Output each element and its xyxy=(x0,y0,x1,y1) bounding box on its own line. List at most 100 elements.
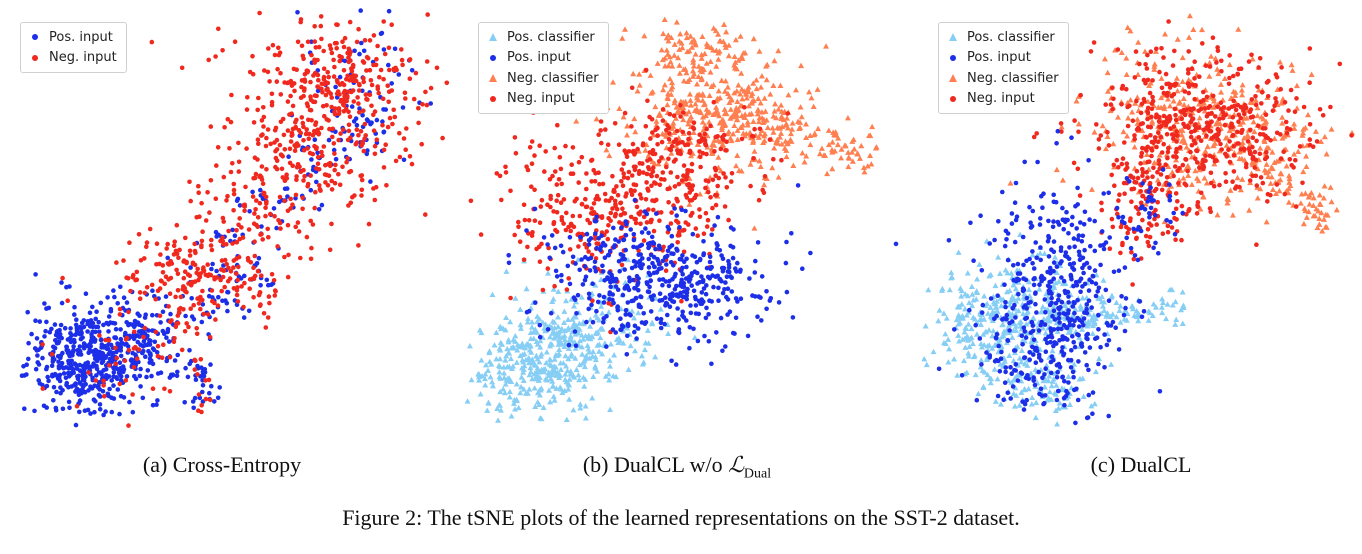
neg-input-point xyxy=(710,205,715,211)
pos-classifier-point xyxy=(991,366,998,372)
pos-input-point xyxy=(381,129,387,135)
neg-classifier-point xyxy=(711,137,718,143)
neg-input-point xyxy=(273,164,278,170)
pos-input-point xyxy=(49,326,54,332)
pos-input-point xyxy=(680,313,685,318)
neg-input-point xyxy=(321,48,327,54)
neg-input-point xyxy=(127,240,132,245)
pos-input-point xyxy=(87,324,93,329)
neg-input-point xyxy=(546,245,551,251)
pos-input-point xyxy=(146,328,151,333)
neg-input-point xyxy=(257,10,262,16)
pos-input-point xyxy=(104,346,110,352)
pos-classifier-point xyxy=(971,352,978,358)
pos-input-point xyxy=(264,277,270,283)
neg-input-point xyxy=(268,141,273,147)
pos-classifier-point xyxy=(552,364,559,370)
neg-input-point xyxy=(231,208,236,213)
neg-input-point xyxy=(106,363,112,368)
neg-input-point xyxy=(200,229,205,234)
neg-classifier-point xyxy=(733,88,740,94)
neg-classifier-point xyxy=(676,38,683,44)
neg-classifier-point xyxy=(763,76,770,83)
pos-input-point xyxy=(724,274,730,280)
neg-classifier-point xyxy=(1327,184,1334,190)
neg-input-point xyxy=(313,122,318,127)
pos-classifier-point xyxy=(496,402,503,408)
pos-classifier-point xyxy=(561,327,568,334)
neg-input-point xyxy=(121,258,126,263)
neg-input-point xyxy=(228,269,234,274)
neg-classifier-point xyxy=(645,152,652,159)
pos-input-point xyxy=(683,276,689,281)
neg-input-point xyxy=(554,229,560,235)
neg-input-point xyxy=(329,50,335,56)
neg-input-point xyxy=(282,177,288,182)
neg-classifier-point xyxy=(1169,169,1176,175)
neg-input-point xyxy=(558,200,564,205)
neg-input-point xyxy=(553,169,558,174)
neg-classifier-point xyxy=(1226,61,1233,68)
pos-input-point xyxy=(277,199,282,205)
pos-classifier-point xyxy=(1018,389,1025,395)
neg-input-point xyxy=(756,197,762,203)
pos-input-point xyxy=(259,224,264,229)
neg-classifier-point xyxy=(713,63,720,69)
pos-classifier-point xyxy=(1016,319,1023,326)
neg-classifier-point xyxy=(1088,186,1095,192)
neg-input-point xyxy=(767,137,773,142)
pos-input-point xyxy=(704,265,710,271)
pos-input-point xyxy=(342,147,347,152)
neg-input-point xyxy=(230,241,235,246)
pos-input-point xyxy=(623,233,629,238)
neg-input-point xyxy=(403,96,408,101)
neg-input-point xyxy=(320,153,325,159)
neg-classifier-point xyxy=(1158,75,1165,81)
neg-input-point xyxy=(160,270,166,275)
pos-classifier-point xyxy=(1047,309,1054,315)
pos-classifier-point xyxy=(563,416,570,423)
neg-input-point xyxy=(329,178,335,184)
pos-input-point xyxy=(188,265,193,270)
neg-classifier-point xyxy=(699,97,706,103)
pos-input-point xyxy=(684,293,689,299)
neg-input-point xyxy=(133,344,138,350)
neg-input-point xyxy=(683,192,689,198)
neg-input-point xyxy=(206,377,212,383)
pos-input-point xyxy=(705,274,711,280)
pos-classifier-point xyxy=(537,344,544,350)
neg-input-point xyxy=(253,171,259,177)
pos-classifier-point xyxy=(1145,317,1152,323)
neg-input-point xyxy=(356,132,361,138)
neg-input-point xyxy=(1292,109,1298,115)
neg-input-point xyxy=(760,187,765,193)
neg-input-point xyxy=(231,191,237,197)
pos-input-point xyxy=(624,352,630,357)
neg-input-point xyxy=(301,88,307,93)
neg-input-point xyxy=(263,325,269,330)
pos-input-point xyxy=(680,253,685,258)
neg-input-point xyxy=(1096,137,1102,142)
pos-classifier-point xyxy=(1036,286,1043,292)
neg-input-point xyxy=(178,305,183,311)
pos-input-point xyxy=(623,247,628,253)
pos-classifier-point xyxy=(968,283,975,289)
pos-classifier-point xyxy=(1024,362,1031,368)
neg-input-point xyxy=(126,423,131,428)
neg-classifier-point xyxy=(737,102,744,109)
neg-input-point xyxy=(1254,183,1260,188)
neg-input-point xyxy=(712,149,717,154)
pos-input-point xyxy=(648,278,653,284)
pos-input-point xyxy=(158,320,163,325)
pos-input-point xyxy=(572,329,578,334)
neg-classifier-point xyxy=(737,91,744,97)
neg-input-point xyxy=(224,242,229,247)
pos-input-point xyxy=(94,373,99,378)
pos-input-point xyxy=(93,316,98,322)
pos-classifier-point xyxy=(555,336,562,343)
pos-input-point xyxy=(206,293,212,299)
pos-input-point xyxy=(616,259,622,264)
neg-input-point xyxy=(231,265,236,270)
pos-input-point xyxy=(645,241,651,247)
neg-input-point xyxy=(142,325,148,331)
